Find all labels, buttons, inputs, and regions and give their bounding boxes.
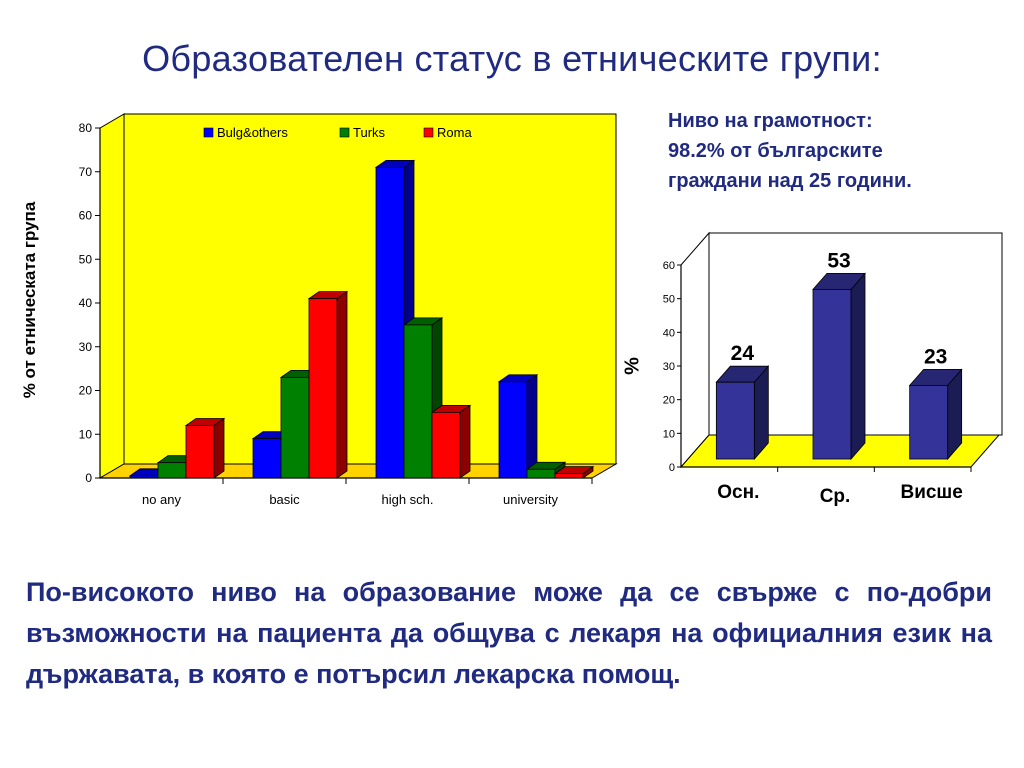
main-chart-bar-bulgothers-1-front: [252, 438, 282, 479]
literacy-chart-data-label: 53: [827, 249, 850, 272]
main-chart-bar-roma-2-front: [431, 411, 461, 479]
literacy-line: 98.2% от българските: [668, 140, 883, 162]
literacy-chart-y-tick-label: 20: [663, 395, 675, 407]
main-chart-y-tick-label: 50: [79, 252, 93, 266]
literacy-chart-y-tick-label: 0: [669, 462, 675, 474]
literacy-chart-data-label: 23: [924, 345, 947, 368]
main-chart-legend-label: Roma: [437, 125, 472, 140]
main-chart-bar-roma-0: [184, 417, 226, 479]
main-chart-legend-swatch: [203, 127, 214, 138]
conclusion-text: По-високото ниво на образование може да …: [26, 577, 992, 689]
literacy-chart-y-tick-label: 10: [663, 428, 675, 440]
main-chart-bar-turks-2-front: [403, 324, 433, 479]
main-chart-bar-bulgothers-3: [497, 373, 539, 479]
literacy-chart-y-tick-label: 30: [663, 361, 675, 373]
main-chart-legend-swatch: [423, 127, 434, 138]
main-chart-bar-roma-3-front: [554, 473, 584, 479]
main-chart-bar-bulgothers-2-front: [375, 166, 405, 479]
main-chart-bar-roma-3: [553, 465, 595, 479]
main-chart-y-tick-label: 10: [79, 427, 93, 441]
main-chart-bar-roma-1: [307, 290, 349, 479]
literacy-chart-y-tick-label: 40: [663, 327, 675, 339]
main-chart-bar-turks-1-front: [280, 376, 310, 479]
slide-title: Образователен статус в етническите групи…: [142, 38, 882, 79]
literacy-chart-data-label: 24: [731, 342, 755, 365]
main-chart-legend-swatch: [339, 127, 350, 138]
literacy-chart-y-tick-label: 60: [663, 260, 675, 272]
main-chart-x-tick-label: basic: [269, 492, 300, 507]
literacy-chart-bar-0: [715, 365, 770, 461]
main-chart-bar-bulgothers-2: [374, 159, 416, 479]
main-chart-x-tick-label: no any: [142, 492, 182, 507]
main-chart-y-tick-label: 60: [79, 209, 93, 223]
literacy-chart-bar-1-front: [812, 288, 852, 460]
main-chart-bar-roma-0-front: [185, 425, 215, 479]
main-chart-x-tick-label: university: [503, 492, 558, 507]
main-chart-bar-roma-1-front: [308, 298, 338, 479]
literacy-chart-bar-2: [908, 368, 963, 461]
literacy-chart-x-tick-label: Ср.: [820, 486, 851, 507]
literacy-chart-bar-2-front: [909, 384, 949, 460]
main-chart-y-tick-label: 40: [79, 296, 93, 310]
main-chart-bar-bulgothers-3-front: [498, 381, 528, 479]
literacy-chart-y-tick-label: 50: [663, 294, 675, 306]
literacy-line: Ниво на грамотност:: [668, 110, 873, 132]
literacy-line: граждани над 25 години.: [668, 170, 912, 192]
main-chart-bar-roma-2: [430, 404, 472, 479]
main-chart-y-tick-label: 70: [79, 165, 93, 179]
literacy-chart-bar-1: [812, 272, 866, 461]
literacy-chart-x-tick-label: Осн.: [717, 482, 759, 503]
main-chart-y-tick-label: 0: [85, 471, 92, 485]
literacy-chart-bar-0-front: [715, 381, 755, 460]
main-chart-y-tick-label: 30: [79, 340, 93, 354]
literacy-chart-x-tick-label: Висше: [900, 482, 962, 503]
literacy-note: Ниво на грамотност: 98.2% от българските…: [668, 106, 1008, 196]
literacy-chart-left-wall: [680, 231, 710, 469]
main-chart-legend-label: Turks: [353, 125, 386, 140]
main-chart-x-tick-label: high sch.: [381, 492, 433, 507]
main-chart-y-tick-label: 20: [79, 384, 93, 398]
main-chart-legend-label: Bulg&others: [217, 125, 288, 140]
main-chart-y-tick-label: 80: [79, 121, 93, 135]
literacy-chart-bar-1-side: [850, 272, 866, 461]
